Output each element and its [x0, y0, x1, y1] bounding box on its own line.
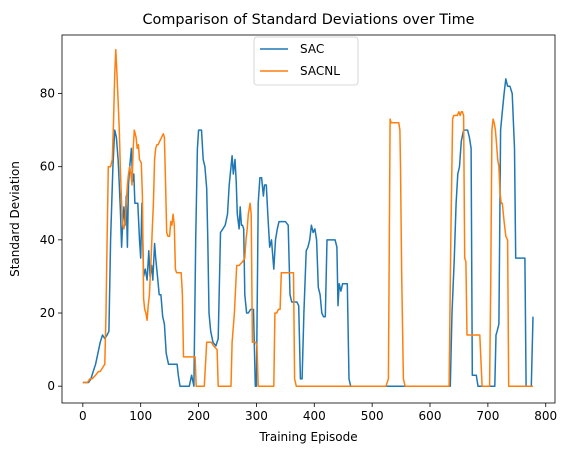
plot-lines — [82, 48, 534, 387]
y-tick-label: 80 — [40, 87, 55, 101]
x-axis-label: Training Episode — [258, 430, 357, 444]
legend: SAC SACNL — [253, 36, 359, 86]
x-tick-label: 700 — [476, 409, 499, 423]
y-tick-label: 0 — [47, 379, 55, 393]
y-axis-ticks: 0 20 40 60 80 — [40, 87, 62, 393]
x-tick-label: 800 — [534, 409, 557, 423]
x-tick-label: 0 — [79, 409, 87, 423]
series-line-sacnl — [82, 48, 533, 387]
x-tick-label: 200 — [187, 409, 210, 423]
y-tick-label: 60 — [40, 160, 55, 174]
series-line-sac — [82, 78, 534, 387]
y-axis-label: Standard Deviation — [8, 161, 22, 277]
x-tick-label: 500 — [361, 409, 384, 423]
x-tick-label: 600 — [419, 409, 442, 423]
axes-frame — [61, 34, 556, 404]
x-axis-ticks: 0 100 200 300 400 500 600 700 800 — [79, 403, 557, 423]
x-tick-label: 300 — [245, 409, 268, 423]
legend-label: SACNL — [300, 64, 340, 78]
x-tick-label: 100 — [129, 409, 152, 423]
x-tick-label: 400 — [303, 409, 326, 423]
legend-label: SAC — [300, 42, 324, 56]
y-tick-label: 40 — [40, 233, 55, 247]
chart-title: Comparison of Standard Deviations over T… — [142, 12, 474, 28]
y-tick-label: 20 — [40, 306, 55, 320]
